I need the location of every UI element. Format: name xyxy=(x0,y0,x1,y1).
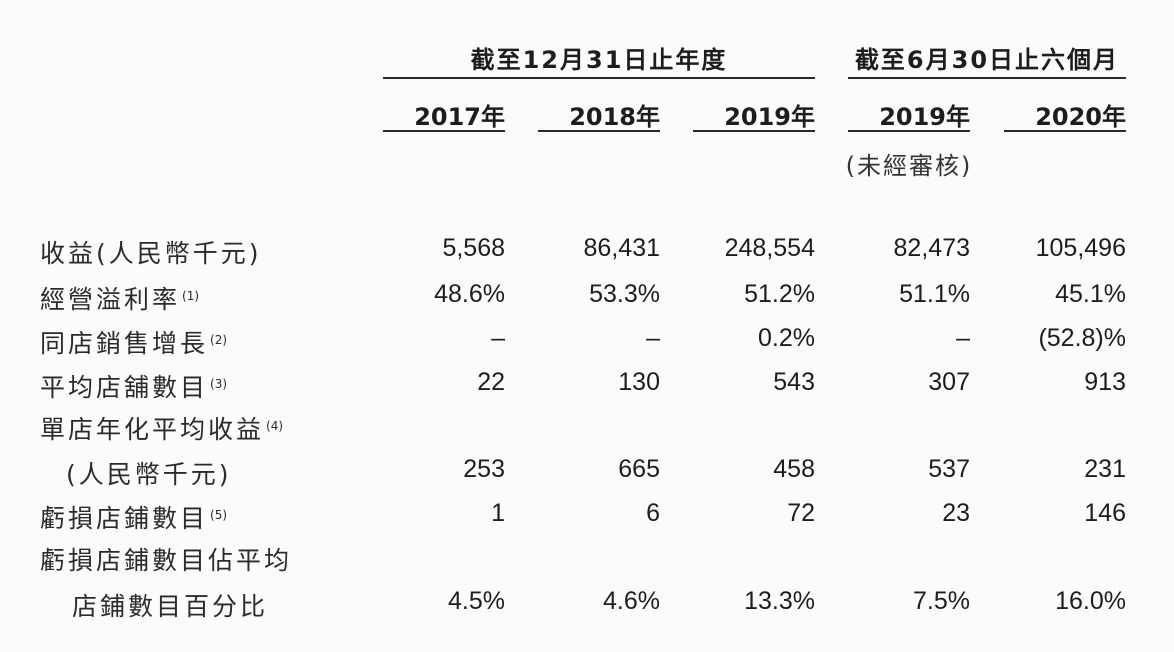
cell-revenue-2020-h1: 105,496 xyxy=(1035,234,1126,262)
cell-stores-2019-h1: 307 xyxy=(928,368,970,396)
cell-loss-pct-2019-h1: 7.5% xyxy=(913,587,970,615)
row-label-loss-stores: 虧損店鋪數目 (5) xyxy=(40,504,228,533)
cell-stores-2017: 22 xyxy=(477,368,505,396)
year-header-2017: 2017年 xyxy=(414,103,505,131)
cell-loss-pct-2020-h1: 16.0% xyxy=(1055,587,1126,615)
cell-loss-2020-h1: 146 xyxy=(1084,499,1126,527)
year-rule-2018 xyxy=(538,130,660,132)
year-rule-2019-h1 xyxy=(848,130,970,132)
group-rule-six-months xyxy=(848,77,1126,79)
group-header-year-end: 截至12月31日止年度 xyxy=(470,46,728,74)
cell-annualized-2018: 665 xyxy=(618,455,660,483)
cell-loss-pct-2017: 4.5% xyxy=(448,587,505,615)
row-label-loss-stores-pct-cont: 店鋪數目百分比 xyxy=(72,592,269,621)
row-label-loss-stores-pct: 虧損店鋪數目佔平均 xyxy=(40,546,293,575)
cell-loss-2017: 1 xyxy=(491,499,505,527)
row-label-average-stores: 平均店舖數目 (3) xyxy=(40,373,228,402)
cell-revenue-2017: 5,568 xyxy=(442,234,505,262)
year-header-2019-h1: 2019年 xyxy=(879,103,970,131)
footnote-marker: (4) xyxy=(266,419,284,433)
cell-growth-2020-h1: (52.8)% xyxy=(1038,324,1126,352)
year-header-2018: 2018年 xyxy=(569,103,660,131)
footnote-marker: (1) xyxy=(182,289,200,303)
cell-loss-2018: 6 xyxy=(646,499,660,527)
cell-annualized-2017: 253 xyxy=(463,455,505,483)
cell-margin-2018: 53.3% xyxy=(589,280,660,308)
row-label-annualized-revenue-unit: (人民幣千元) xyxy=(66,460,232,489)
cell-margin-2019-h1: 51.1% xyxy=(899,280,970,308)
footnote-marker: (5) xyxy=(210,508,228,522)
year-header-2019: 2019年 xyxy=(724,103,815,131)
row-label-same-store-growth: 同店銷售增長 (2) xyxy=(40,329,228,358)
cell-loss-2019: 72 xyxy=(787,499,815,527)
cell-annualized-2020-h1: 231 xyxy=(1084,455,1126,483)
cell-stores-2018: 130 xyxy=(618,368,660,396)
cell-growth-2019: 0.2% xyxy=(758,324,815,352)
year-rule-2019 xyxy=(693,130,815,132)
unaudited-note: (未經審核) xyxy=(845,152,973,180)
footnote-marker: (2) xyxy=(210,333,228,347)
cell-annualized-2019-h1: 537 xyxy=(928,455,970,483)
cell-growth-2017: – xyxy=(491,324,505,352)
row-label-operating-margin: 經營溢利率 (1) xyxy=(40,285,200,314)
cell-margin-2017: 48.6% xyxy=(434,280,505,308)
group-header-six-months: 截至6月30日止六個月 xyxy=(854,46,1120,74)
cell-loss-pct-2018: 4.6% xyxy=(603,587,660,615)
cell-stores-2019: 543 xyxy=(773,368,815,396)
cell-revenue-2019-h1: 82,473 xyxy=(893,234,970,262)
cell-margin-2020-h1: 45.1% xyxy=(1055,280,1126,308)
cell-margin-2019: 51.2% xyxy=(744,280,815,308)
cell-annualized-2019: 458 xyxy=(773,455,815,483)
cell-growth-2019-h1: – xyxy=(956,324,970,352)
row-label-revenue: 收益(人民幣千元) xyxy=(40,239,262,268)
year-rule-2020-h1 xyxy=(1004,130,1126,132)
cell-growth-2018: – xyxy=(646,324,660,352)
row-label-annualized-revenue: 單店年化平均收益 (4) xyxy=(40,415,284,444)
cell-loss-pct-2019: 13.3% xyxy=(744,587,815,615)
cell-revenue-2019: 248,554 xyxy=(724,234,815,262)
cell-stores-2020-h1: 913 xyxy=(1084,368,1126,396)
cell-loss-2019-h1: 23 xyxy=(942,499,970,527)
footnote-marker: (3) xyxy=(210,377,228,391)
cell-revenue-2018: 86,431 xyxy=(583,234,660,262)
year-header-2020-h1: 2020年 xyxy=(1035,103,1126,131)
year-rule-2017 xyxy=(383,130,505,132)
group-rule-year-end xyxy=(383,77,815,79)
